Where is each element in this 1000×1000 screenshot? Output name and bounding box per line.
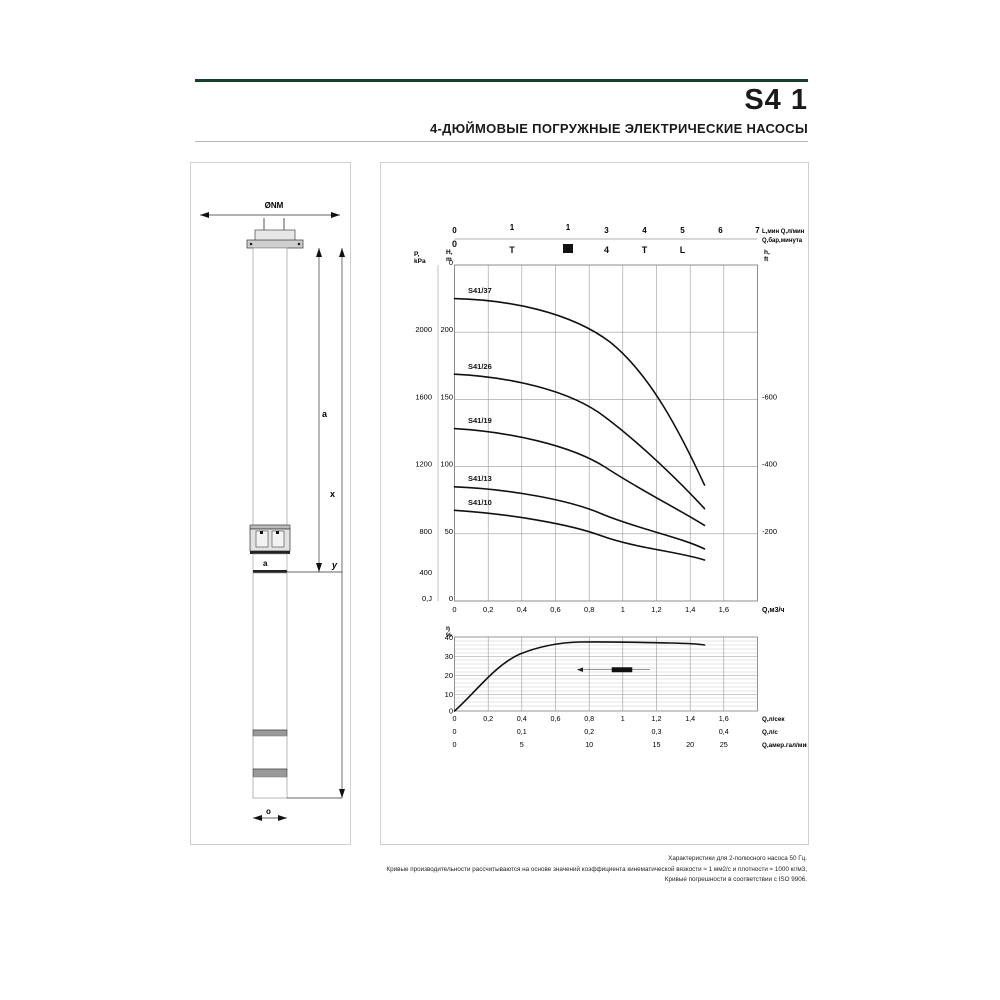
svg-text:0,4: 0,4 (517, 714, 527, 723)
svg-text:-600: -600 (762, 392, 777, 401)
svg-text:0: 0 (453, 714, 457, 723)
svg-text:3: 3 (604, 226, 609, 235)
svg-text:1,2: 1,2 (652, 714, 662, 723)
svg-text:1,4: 1,4 (685, 714, 695, 723)
svg-text:y: y (331, 560, 338, 570)
svg-text:50: 50 (445, 527, 453, 536)
svg-text:x: x (330, 489, 335, 499)
svg-text:0,2: 0,2 (584, 727, 594, 736)
svg-text:H,: H, (446, 249, 453, 256)
svg-text:Q,л/с: Q,л/с (762, 729, 778, 736)
svg-text:0,6: 0,6 (550, 605, 560, 614)
svg-text:0,2: 0,2 (483, 714, 493, 723)
svg-text:15: 15 (653, 740, 661, 749)
svg-text:4: 4 (604, 245, 609, 255)
svg-text:Q,м3/ч: Q,м3/ч (762, 607, 784, 614)
svg-text:10: 10 (445, 690, 453, 699)
svg-text:S41/26: S41/26 (468, 362, 492, 371)
svg-text:0,J: 0,J (422, 594, 432, 603)
svg-text:0: 0 (453, 727, 457, 736)
svg-text:6: 6 (718, 226, 723, 235)
svg-text:20: 20 (686, 740, 694, 749)
svg-text:1,2: 1,2 (651, 605, 661, 614)
svg-text:1,6: 1,6 (719, 605, 729, 614)
svg-text:1,6: 1,6 (719, 714, 729, 723)
svg-text:0: 0 (452, 239, 457, 249)
svg-text:ØNM: ØNM (265, 201, 284, 210)
svg-text:0,8: 0,8 (584, 714, 594, 723)
svg-text:0,3: 0,3 (652, 727, 662, 736)
svg-text:ft: ft (764, 256, 769, 263)
svg-text:20: 20 (445, 671, 453, 680)
svg-text:800: 800 (419, 527, 432, 536)
svg-text:h,: h, (764, 249, 770, 256)
svg-text:Q,амер.гал/мин: Q,амер.гал/мин (762, 742, 807, 749)
svg-text:0: 0 (453, 740, 457, 749)
svg-text:1: 1 (621, 714, 625, 723)
svg-text:7: 7 (755, 226, 760, 235)
svg-text:S41/19: S41/19 (468, 416, 492, 425)
svg-text:0: 0 (452, 605, 456, 614)
svg-text:40: 40 (445, 633, 453, 642)
svg-text:L: L (680, 245, 686, 255)
svg-text:ŋ: ŋ (446, 625, 450, 632)
svg-text:0,4: 0,4 (719, 727, 729, 736)
svg-text:a: a (263, 559, 268, 568)
svg-text:4: 4 (642, 226, 647, 235)
svg-text:1,4: 1,4 (685, 605, 695, 614)
svg-text:0: 0 (449, 258, 453, 267)
svg-text:S41/37: S41/37 (468, 286, 492, 295)
svg-text:5: 5 (680, 226, 685, 235)
svg-text:1: 1 (510, 223, 515, 232)
svg-text:1: 1 (566, 223, 571, 232)
svg-text:P,: P, (414, 251, 419, 258)
svg-text:0,6: 0,6 (551, 714, 561, 723)
svg-text:-400: -400 (762, 460, 777, 469)
svg-text:a: a (322, 409, 328, 419)
svg-text:S41/10: S41/10 (468, 498, 492, 507)
svg-text:400: 400 (419, 568, 432, 577)
svg-text:0,4: 0,4 (517, 605, 527, 614)
svg-text:L,мин Q,л/мин: L,мин Q,л/мин (762, 229, 805, 235)
svg-text:S41/13: S41/13 (468, 474, 492, 483)
svg-text:1: 1 (621, 605, 625, 614)
svg-text:0: 0 (449, 594, 453, 603)
svg-text:150: 150 (440, 392, 453, 401)
svg-text:30: 30 (445, 652, 453, 661)
svg-text:T: T (642, 245, 648, 255)
svg-text:Q,бар,минута: Q,бар,минута (762, 237, 803, 244)
svg-text:0,1: 0,1 (517, 727, 527, 736)
svg-text:100: 100 (440, 460, 453, 469)
svg-text:0: 0 (452, 226, 457, 235)
svg-text:-200: -200 (762, 527, 777, 536)
svg-text:25: 25 (720, 740, 728, 749)
svg-text:o: o (266, 807, 271, 816)
svg-text:10: 10 (585, 740, 593, 749)
svg-text:2000: 2000 (415, 325, 432, 334)
svg-text:0,2: 0,2 (483, 605, 493, 614)
svg-text:0,8: 0,8 (584, 605, 594, 614)
svg-text:200: 200 (440, 325, 453, 334)
svg-text:1200: 1200 (415, 460, 432, 469)
svg-text:5: 5 (520, 740, 524, 749)
svg-text:Q,л/сек: Q,л/сек (762, 716, 785, 723)
svg-text:1600: 1600 (415, 392, 432, 401)
svg-text:kPa: kPa (414, 258, 426, 265)
svg-text:T: T (509, 245, 515, 255)
